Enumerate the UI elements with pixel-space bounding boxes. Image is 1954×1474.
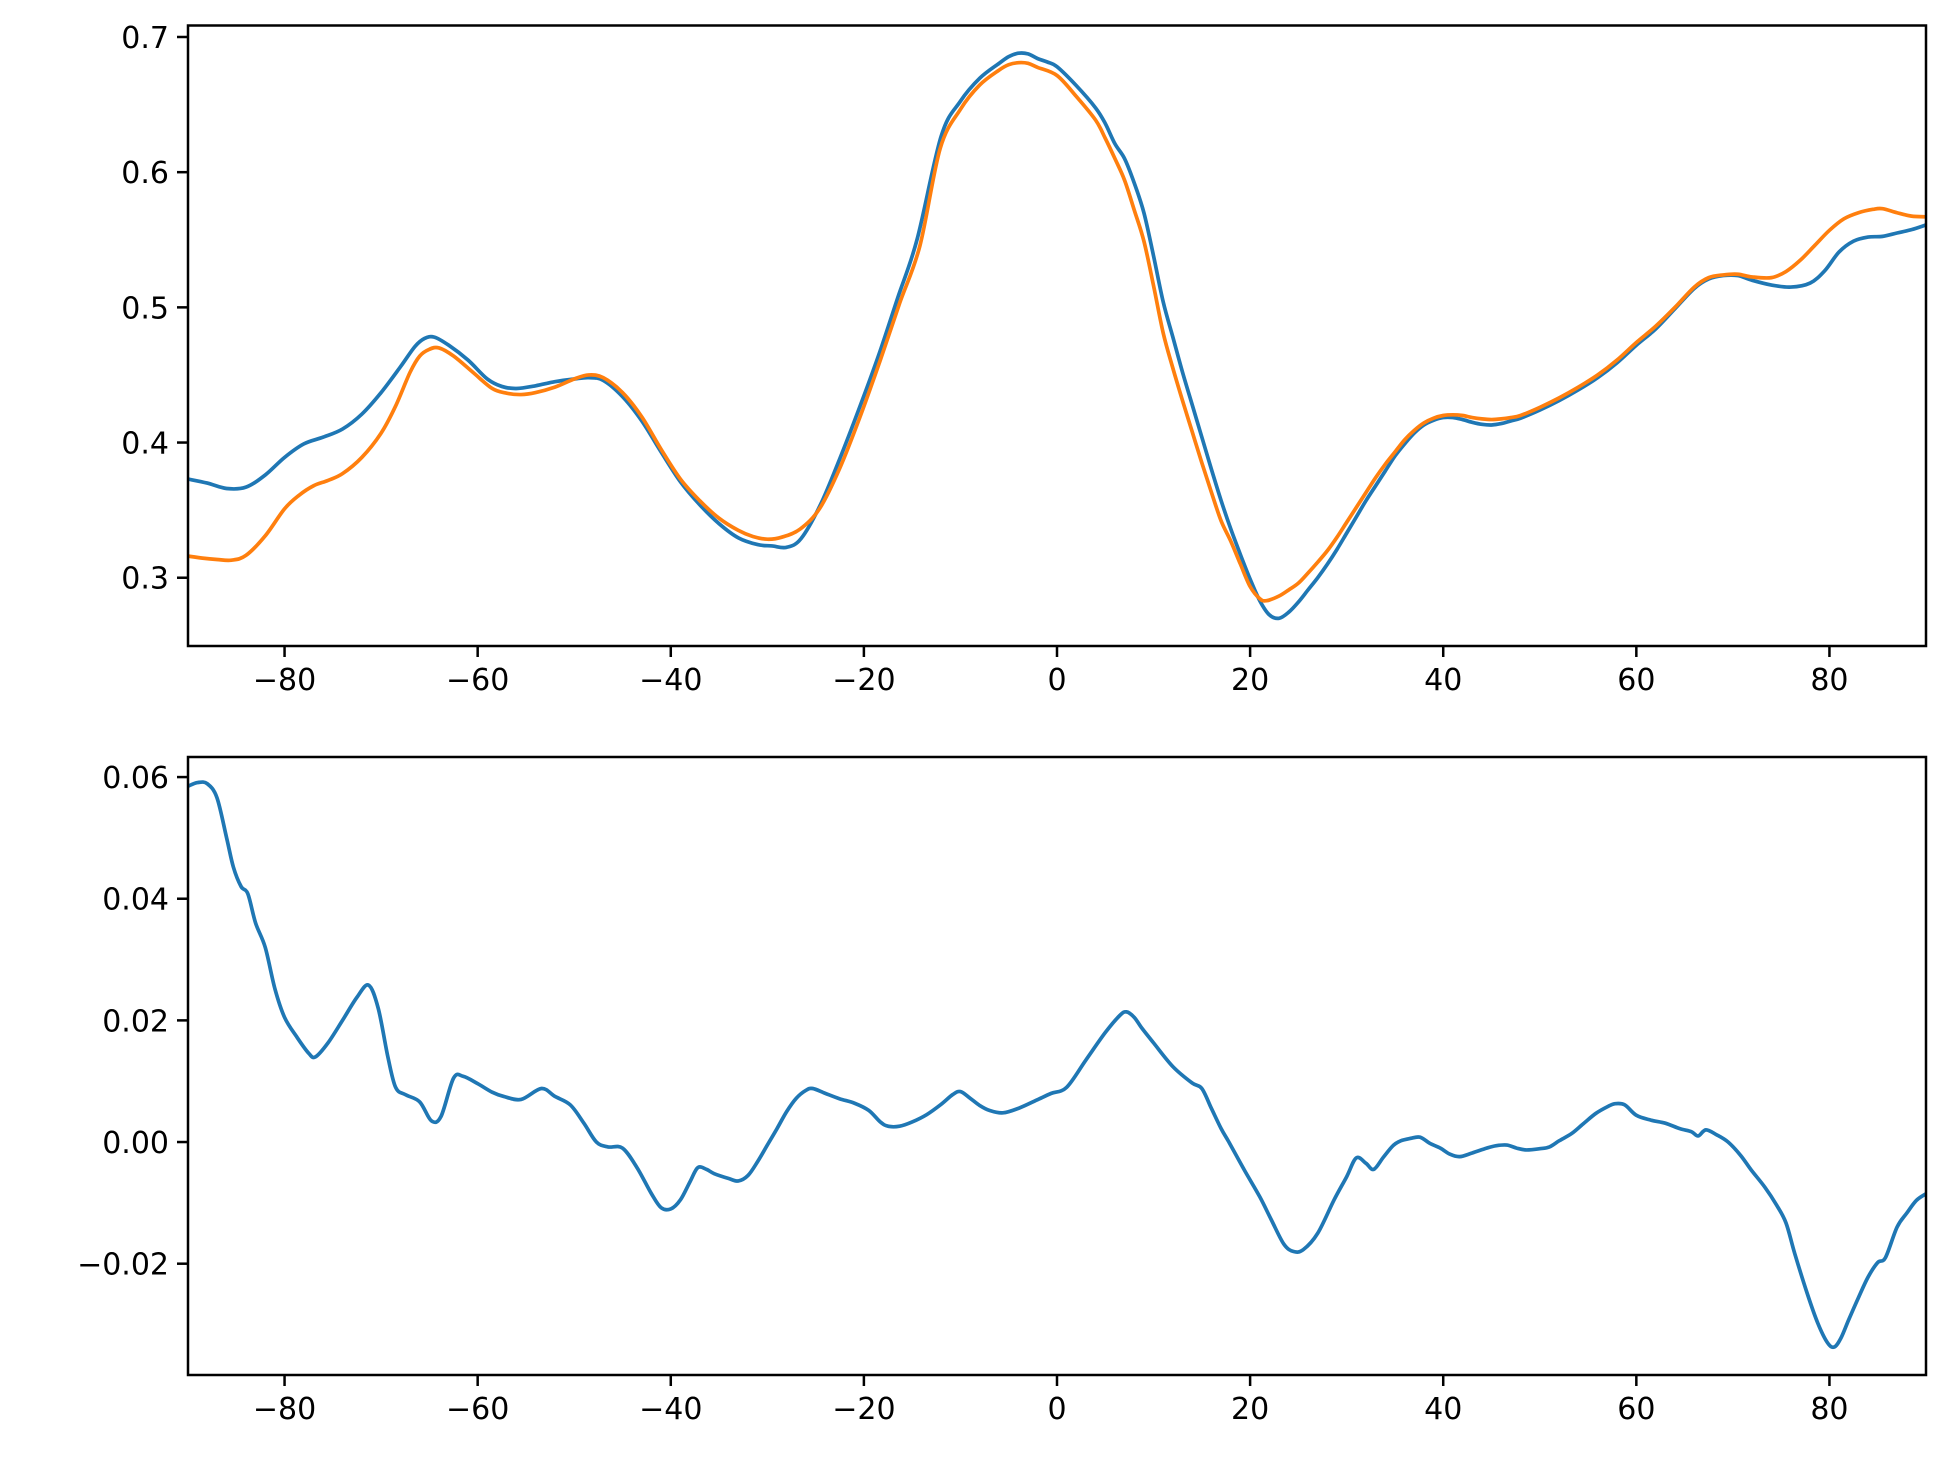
y-tick-label-top: 0.7 (121, 21, 169, 56)
x-tick-label-top: 40 (1424, 663, 1462, 698)
x-tick-label-bottom: 0 (1047, 1392, 1066, 1427)
y-tick-label-top: 0.4 (121, 427, 169, 462)
top-series-1-blue (188, 51, 1926, 621)
y-tick-label-top: 0.6 (121, 156, 169, 191)
x-tick-label-bottom: −80 (253, 1392, 316, 1427)
x-tick-label-bottom: 20 (1231, 1392, 1269, 1427)
axes-spines-top (186, 24, 1928, 648)
y-tick-label-bottom: 0.00 (102, 1126, 169, 1161)
x-tick-label-top: 60 (1617, 663, 1655, 698)
x-tick-label-bottom: −20 (832, 1392, 895, 1427)
bottom-series-diff-blue (188, 780, 1926, 1350)
axes-top: −80 −60 −40 −20 0 20 40 60 80 0.3 0.4 0.5 0.6 0.7 (121, 21, 1928, 698)
x-tick-label-bottom: 60 (1617, 1392, 1655, 1427)
top-series-2-orange (188, 60, 1926, 603)
x-tick-label-top: 0 (1047, 663, 1066, 698)
x-tick-label-top: −80 (253, 663, 316, 698)
x-tick-label-top: 80 (1810, 663, 1848, 698)
x-tick-label-top: −60 (446, 663, 509, 698)
x-tick-label-top: −40 (639, 663, 702, 698)
x-tick-label-bottom: 40 (1424, 1392, 1462, 1427)
y-tick-label-bottom: 0.02 (102, 1004, 169, 1039)
axes-bottom: −80 −60 −40 −20 0 20 40 60 80 −0.02 0.00 0.02 0.04 0.… (77, 755, 1928, 1427)
x-tick-label-bottom: −40 (639, 1392, 702, 1427)
y-tick-label-top: 0.5 (121, 291, 169, 326)
y-tick-label-bottom: 0.04 (102, 883, 169, 918)
x-tick-label-bottom: −60 (446, 1392, 509, 1427)
x-tick-label-top: 20 (1231, 663, 1269, 698)
y-tick-label-bottom: −0.02 (77, 1248, 169, 1283)
axes-spines-bottom (186, 755, 1928, 1377)
x-tick-label-bottom: 80 (1810, 1392, 1848, 1427)
y-tick-label-top: 0.3 (121, 562, 169, 597)
x-tick-label-top: −20 (832, 663, 895, 698)
y-tick-label-bottom: 0.06 (102, 761, 169, 796)
